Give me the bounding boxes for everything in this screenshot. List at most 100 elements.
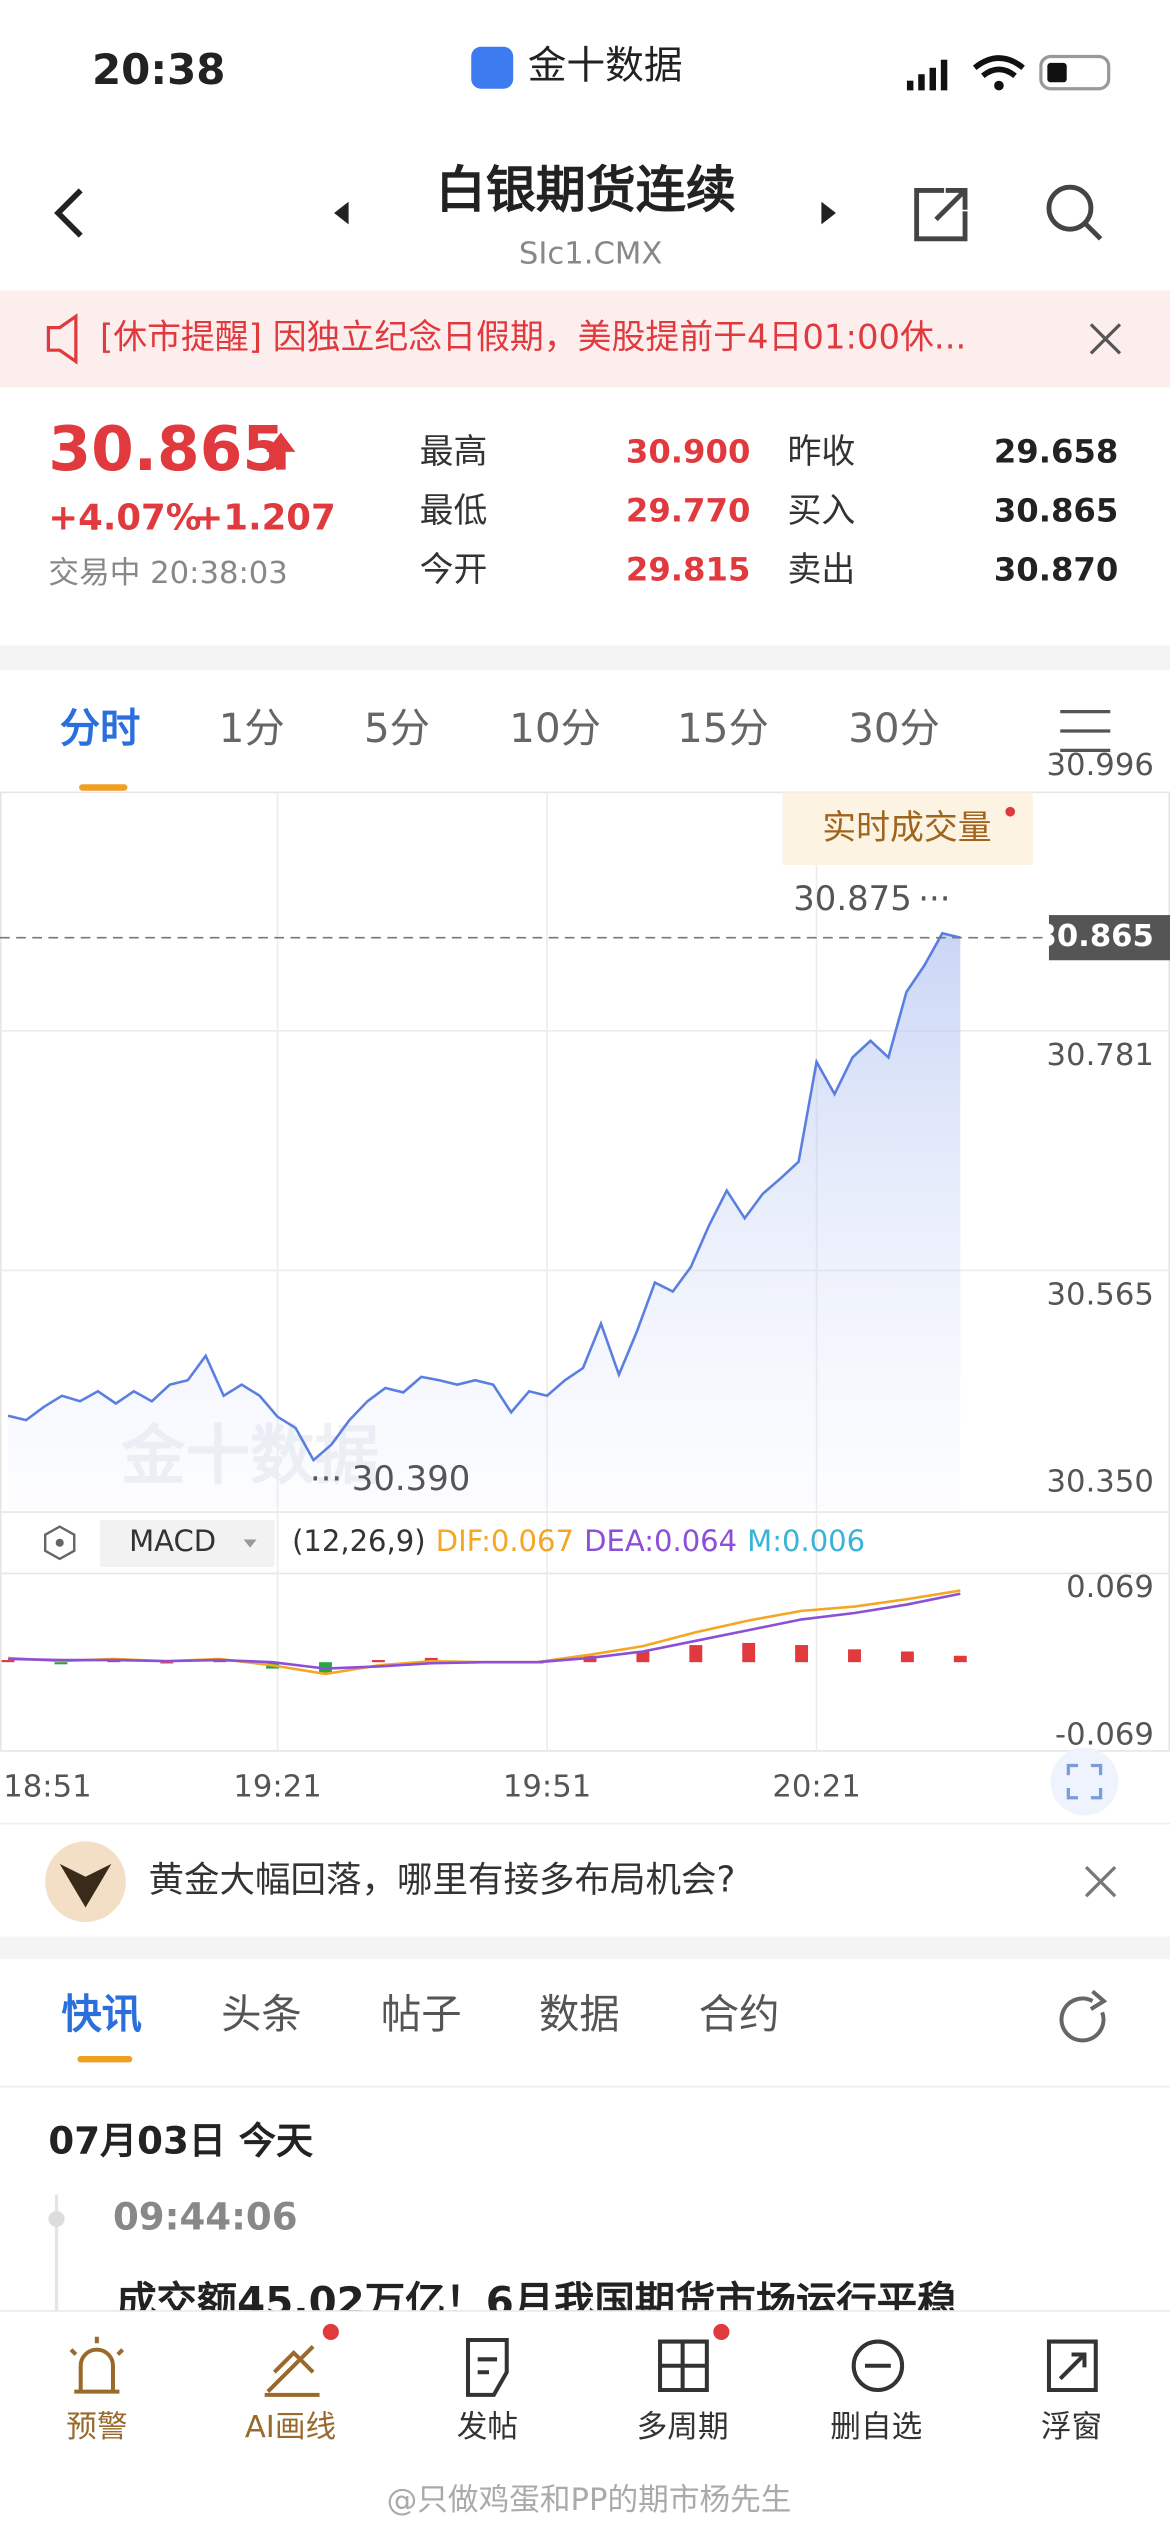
x-tick-label: 19:51 xyxy=(503,1770,591,1805)
nav-icon[interactable] xyxy=(69,2336,125,2394)
nav-icon[interactable] xyxy=(658,2339,709,2393)
news-tab[interactable]: 快讯 xyxy=(61,1991,142,2038)
back-button[interactable] xyxy=(54,188,83,238)
dea-label: DEA:0.064 xyxy=(584,1524,737,1558)
news-tab[interactable]: 帖子 xyxy=(381,1991,462,2038)
period-tab[interactable]: 10分 xyxy=(509,705,601,752)
stat-label: 今开 xyxy=(420,550,488,589)
search-button[interactable] xyxy=(1046,184,1094,232)
period-tab[interactable]: 分时 xyxy=(60,705,141,752)
news-tab[interactable]: 合约 xyxy=(699,1991,780,2038)
nav-icon[interactable] xyxy=(851,2339,905,2392)
prev-arrow[interactable] xyxy=(334,201,349,225)
subtitle: SIc1.CMX xyxy=(519,236,662,271)
signal-icon xyxy=(906,59,948,91)
indicator-name[interactable]: MACD xyxy=(129,1524,216,1558)
period-tab[interactable]: 1分 xyxy=(219,705,285,752)
indicator-icon-dot xyxy=(55,1538,64,1547)
nav-icon[interactable] xyxy=(264,2344,320,2397)
macd-bar xyxy=(689,1645,703,1663)
nav-icon[interactable] xyxy=(465,2337,509,2397)
nav-items: 预警 AI画线 发帖 多周期 删自选 浮窗 xyxy=(66,2323,1102,2445)
next-arrow[interactable] xyxy=(821,201,836,225)
status-time: 20:38 xyxy=(92,45,226,94)
app-name: 金十数据 xyxy=(528,43,683,88)
menu-button[interactable] xyxy=(1060,710,1111,753)
tab-underline xyxy=(79,784,128,791)
period-tab[interactable]: 5分 xyxy=(364,705,430,752)
period-tab[interactable]: 15分 xyxy=(677,705,769,752)
stat-label: 最高 xyxy=(420,432,488,471)
notice-bar xyxy=(0,290,1170,388)
ad-close[interactable] xyxy=(1084,1865,1117,1898)
notice-close[interactable] xyxy=(1089,323,1122,355)
price-line xyxy=(7,931,961,1463)
title: 白银期货连续 xyxy=(436,161,736,219)
bottom-nav xyxy=(0,2310,1170,2532)
nav-label[interactable]: 多周期 xyxy=(637,2410,729,2445)
news-date: 07月03日 今天 xyxy=(48,2120,313,2163)
y-tick-label: 30.565 xyxy=(1047,1278,1154,1313)
macd-bar xyxy=(795,1645,809,1663)
macd-bar xyxy=(160,1662,174,1664)
expand-button[interactable] xyxy=(1050,1747,1119,1816)
price-area xyxy=(8,933,961,1509)
news-tab[interactable]: 数据 xyxy=(539,1991,620,2038)
current-price-box xyxy=(1048,915,1170,961)
period-tab[interactable]: 30分 xyxy=(848,705,940,752)
nav-label[interactable]: 浮窗 xyxy=(1041,2410,1102,2445)
notice-text[interactable]: [休市提醒] 因独立纪念日假期，美股提前于4日01:00休... xyxy=(100,317,966,356)
nav-label[interactable]: 发帖 xyxy=(457,2410,518,2445)
volume-badge[interactable] xyxy=(782,792,1033,865)
ad-text[interactable]: 黄金大幅回落，哪里有接多布局机会? xyxy=(148,1860,735,1901)
battery-level xyxy=(1047,62,1067,83)
dea-line xyxy=(8,1592,961,1670)
divider xyxy=(0,1936,1170,1960)
macd-bar xyxy=(742,1642,756,1663)
nav-icon[interactable] xyxy=(1046,2339,1098,2393)
refresh-button[interactable] xyxy=(1059,1996,1106,2043)
indicator-params: (12,26,9) xyxy=(292,1524,425,1558)
dif-label: DIF:0.067 xyxy=(436,1524,574,1558)
speaker-icon xyxy=(46,313,78,365)
nav-label[interactable]: AI画线 xyxy=(245,2410,336,2445)
battery xyxy=(1039,54,1111,91)
indicator-icon[interactable] xyxy=(43,1525,76,1561)
news-tab-underline xyxy=(77,2055,133,2063)
x-tick-label: 19:21 xyxy=(233,1770,321,1805)
last-price: 30.865 xyxy=(48,414,285,485)
x-tick-label: 18:51 xyxy=(3,1770,91,1805)
low-label: 30.390 xyxy=(352,1459,471,1498)
current-price-label: 30.865 xyxy=(1036,919,1154,954)
dropdown-caret xyxy=(243,1539,257,1548)
stat-value: 30.865 xyxy=(994,491,1119,529)
stat-value: 30.900 xyxy=(626,432,751,470)
stat-value: 29.658 xyxy=(994,432,1119,470)
y-tick-label: 30.996 xyxy=(1047,748,1154,783)
stat-label: 昨收 xyxy=(788,432,856,471)
stat-value: 29.815 xyxy=(626,550,751,588)
change-pct: +4.07% xyxy=(48,498,201,539)
share-button[interactable] xyxy=(914,188,968,242)
badge-dot xyxy=(322,2323,339,2340)
macd-tick-label: -0.069 xyxy=(1055,1717,1154,1752)
volume-badge-text[interactable]: 实时成交量 xyxy=(822,808,991,847)
timeline-dot xyxy=(48,2210,65,2227)
watermark: @只做鸡蛋和PP的期市杨先生 xyxy=(387,2483,792,2518)
macd-bar xyxy=(848,1649,861,1663)
indicator-select[interactable] xyxy=(100,1520,275,1567)
price-chart: 金十数据30.35030.56530.78130.99630.86530.875… xyxy=(0,748,1170,1805)
low-dots: ··· xyxy=(310,1459,342,1498)
nav-label[interactable]: 预警 xyxy=(66,2410,127,2445)
stat-label: 最低 xyxy=(420,491,488,530)
trade-state: 交易中 20:38:03 xyxy=(48,556,287,591)
up-arrow xyxy=(266,432,296,470)
high-label: 30.875 xyxy=(793,879,912,918)
nav-label[interactable]: 删自选 xyxy=(830,2410,922,2445)
news-tab[interactable]: 头条 xyxy=(221,1991,302,2038)
stat-value: 29.770 xyxy=(626,491,751,529)
wifi-dot xyxy=(994,80,1004,91)
badge-dot xyxy=(713,2323,730,2340)
